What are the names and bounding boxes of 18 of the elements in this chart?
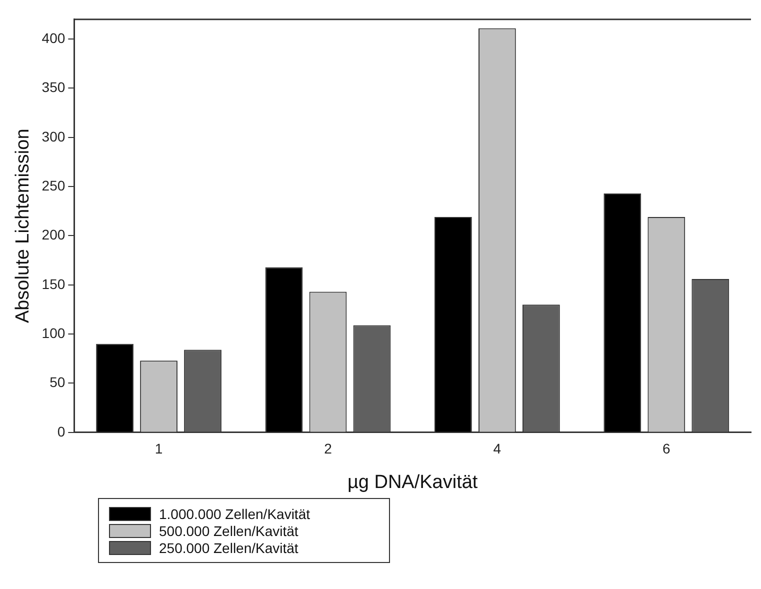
- y-tick-label: 0: [57, 423, 66, 440]
- legend-label: 500.000 Zellen/Kavität: [159, 522, 298, 538]
- legend-label: 1.000.000 Zellen/Kavität: [159, 506, 310, 522]
- x-tick-label: 1: [154, 440, 163, 457]
- x-axis-title: µg DNA/Kavität: [347, 472, 478, 493]
- y-tick-label: 350: [42, 79, 66, 96]
- y-tick-label: 100: [42, 324, 66, 341]
- y-tick-label: 250: [42, 177, 66, 194]
- y-tick-label: 50: [50, 374, 66, 390]
- y-tick-label: 400: [42, 30, 66, 46]
- x-tick-label: 2: [324, 440, 332, 457]
- y-tick-label: 150: [42, 276, 66, 292]
- y-tick-label: 200: [42, 226, 66, 243]
- x-tick-label: 4: [493, 440, 502, 457]
- x-tick-label: 6: [662, 440, 670, 457]
- y-tick-label: 300: [42, 128, 66, 144]
- legend-label: 250.000 Zellen/Kavität: [159, 540, 298, 556]
- y-axis-title: Absolute Lichtemission: [12, 128, 34, 324]
